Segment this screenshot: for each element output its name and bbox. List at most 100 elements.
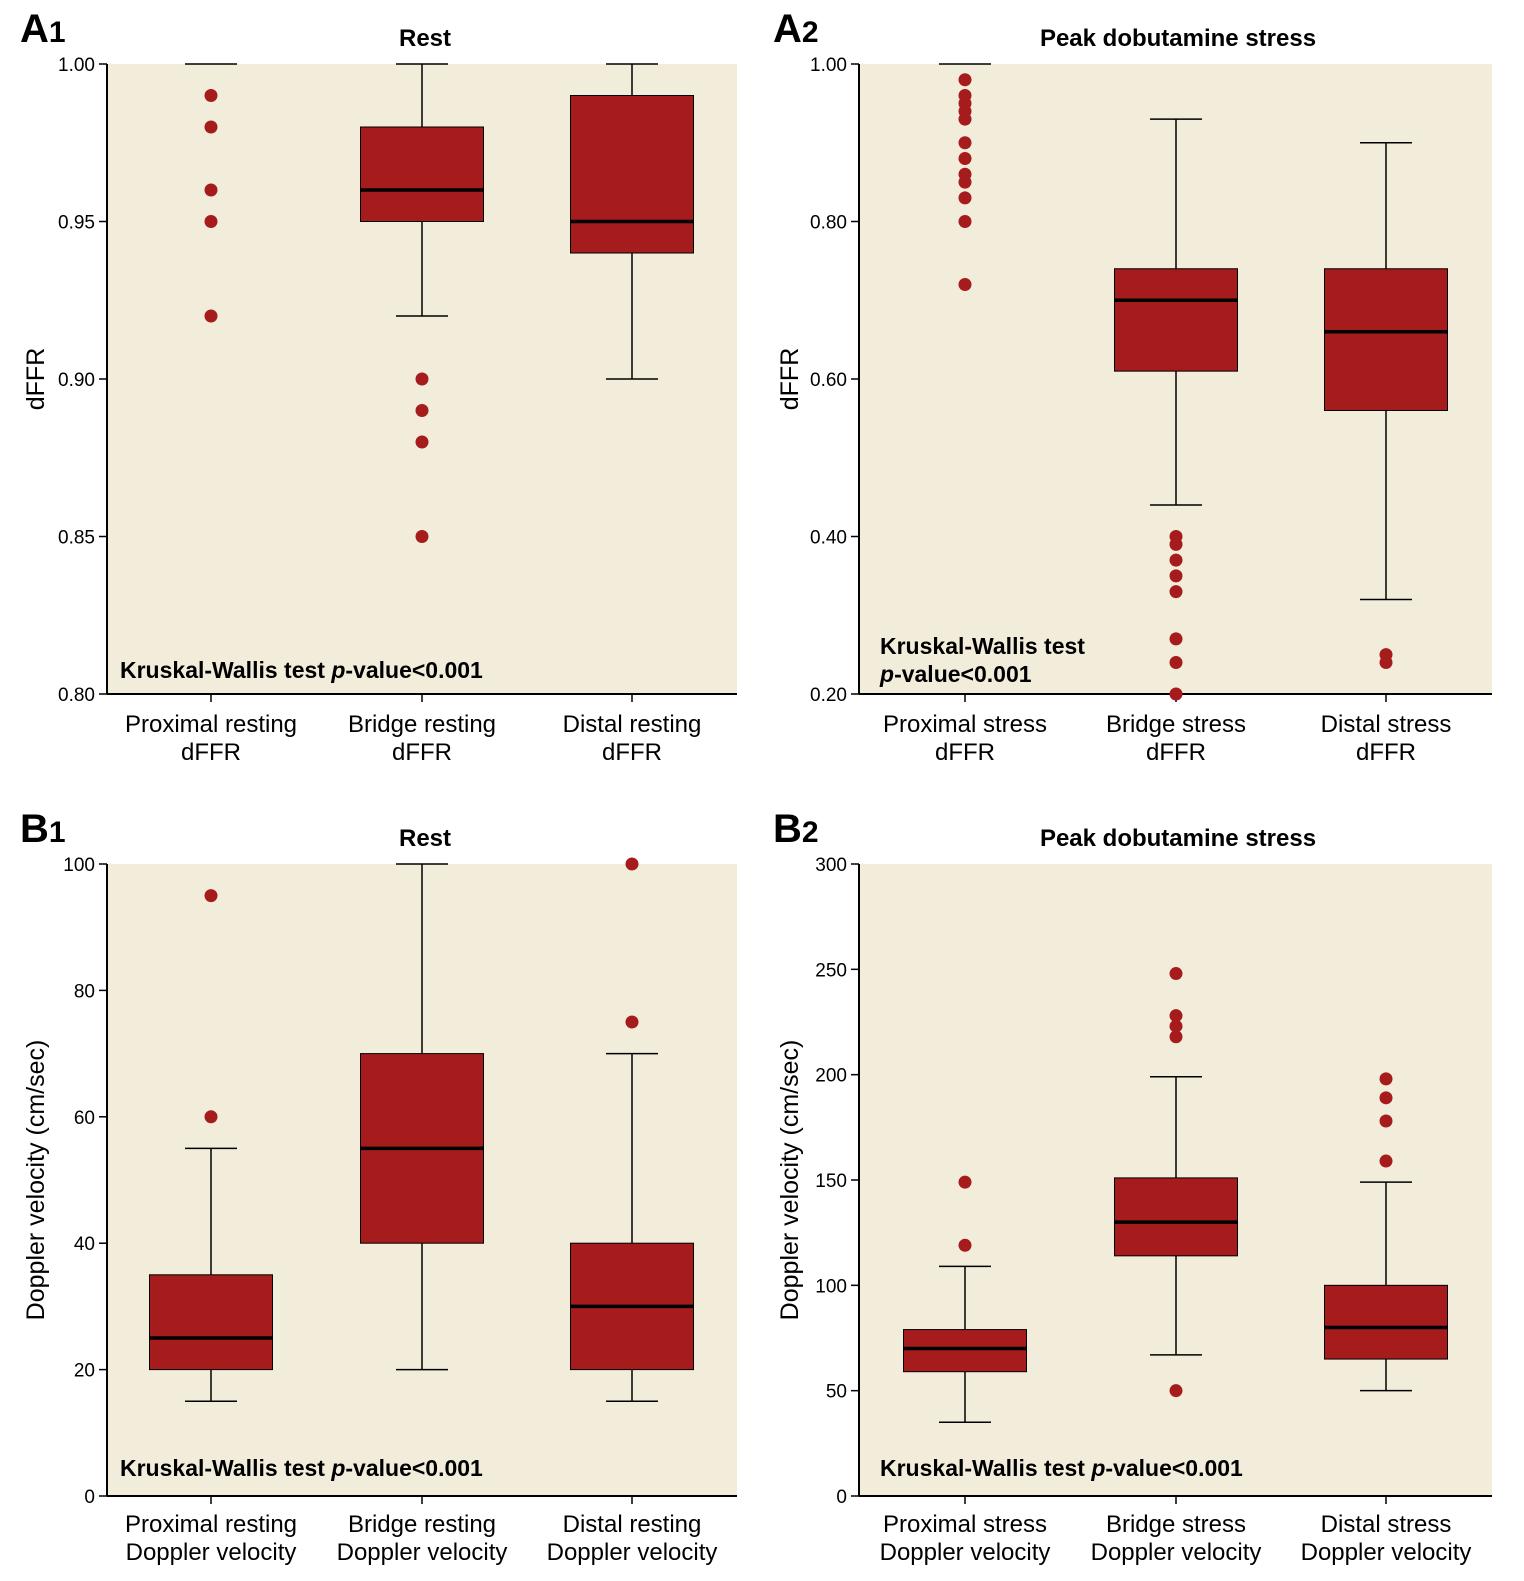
y-tick-label: 40 [74,1234,95,1255]
y-tick-label: 0 [836,1487,847,1508]
y-tick-label: 80 [74,981,95,1002]
y-tick-label: 1.00 [810,55,847,76]
outlier-point [1169,1019,1183,1033]
outlier-point [958,152,972,165]
outlier-point [415,435,429,449]
panel-label: B2 [773,807,819,851]
y-tick-label: 1.00 [58,55,95,76]
outlier-point [1169,656,1183,669]
y-tick-label: 200 [815,1066,847,1087]
outlier-point [1169,537,1183,551]
y-tick-label: 20 [74,1361,95,1382]
x-tick-label: Distal stress [1321,711,1452,738]
panel-label: A1 [20,7,66,51]
box [1114,1177,1238,1257]
box [360,126,484,222]
outlier-point [204,309,218,323]
box [903,1329,1027,1373]
panel-label: A2 [773,7,819,51]
outlier-point [625,1015,639,1029]
outlier-point [204,1110,218,1124]
box-group [1324,142,1448,669]
panel-label: B1 [20,807,66,851]
x-tick-label: Distal resting [563,711,702,738]
box-group [1114,967,1238,1398]
chart-title: Peak dobutamine stress [1040,25,1316,52]
outlier-point [204,89,218,102]
x-tick-label: dFFR [1356,739,1416,766]
box [570,95,694,254]
outlier-point [204,889,218,903]
y-tick-label: 0.85 [58,528,95,549]
outlier-point [1379,1072,1393,1086]
outlier-point [958,73,972,87]
x-tick-label: Bridge stress [1106,1511,1246,1538]
outlier-point [415,530,429,543]
x-tick-label: Doppler velocity [547,1539,718,1566]
x-tick-label: Proximal stress [883,711,1047,738]
y-tick-label: 300 [815,855,847,876]
box-group [939,63,991,291]
box-group [149,889,273,1402]
outlier-point [1169,687,1183,701]
outlier-point [204,120,218,134]
y-tick-label: 0.80 [58,685,95,706]
x-tick-label: Doppler velocity [337,1539,508,1566]
outlier-point [1169,585,1183,599]
box-group [185,63,237,323]
outlier-point [204,183,218,197]
y-axis-label: Doppler velocity (cm/sec) [22,1040,50,1321]
outlier-point [415,404,429,417]
y-tick-label: 50 [826,1382,847,1403]
outlier-point [415,372,429,386]
x-tick-label: Proximal stress [883,1511,1047,1538]
y-tick-label: 0.40 [810,528,847,549]
outlier-point [204,215,218,228]
box-group [903,1175,1027,1424]
y-tick-label: 0.95 [58,213,95,234]
outlier-point [1169,1030,1183,1044]
chart-title: Rest [399,825,451,852]
box [1114,268,1238,372]
x-tick-label: Doppler velocity [126,1539,297,1566]
outlier-point [958,1175,972,1189]
box-group [1324,1072,1448,1392]
x-tick-label: Bridge resting [348,1511,496,1538]
kruskal-wallis-annotation: Kruskal-Wallis test p-value<0.001 [120,1455,483,1481]
y-tick-label: 100 [815,1276,847,1297]
kruskal-wallis-annotation: Kruskal-Wallis test [880,633,1085,659]
box [1324,268,1448,411]
outlier-point [1379,656,1393,669]
outlier-point [1169,553,1183,567]
x-tick-label: Doppler velocity [880,1539,1051,1566]
box-group [360,63,484,543]
chart-panel-b1: B1 Rest Doppler velocity (cm/sec) 0 20 40 60 80… [20,807,737,1566]
outlier-point [1379,1154,1393,1168]
outlier-point [1169,967,1183,981]
x-tick-label: Bridge resting [348,711,496,738]
kruskal-wallis-annotation: p-value<0.001 [879,661,1032,687]
x-tick-label: Doppler velocity [1091,1539,1262,1566]
x-tick-label: Proximal resting [125,1511,297,1538]
chart-panel-a2: A2 Peak dobutamine stress dFFR 0.20 0.40 0.60… [773,7,1492,766]
chart-panel-a1: A1 Rest dFFR 0.80 0.85 0.90 0.95 1.00 Proximal r… [20,7,737,766]
x-tick-label: dFFR [935,739,995,766]
outlier-point [1169,1009,1183,1023]
x-tick-label: Doppler velocity [1301,1539,1472,1566]
outlier-point [958,215,972,228]
outlier-point [1169,1384,1183,1398]
x-tick-label: dFFR [1146,739,1206,766]
outlier-point [625,857,639,871]
y-tick-label: 0.20 [810,685,847,706]
y-tick-label: 0.80 [810,213,847,234]
y-axis-label: dFFR [776,348,804,411]
outlier-point [958,191,972,205]
box [1324,1284,1448,1360]
outlier-point [1169,632,1183,646]
y-tick-label: 0.90 [58,370,95,391]
x-tick-label: Distal resting [563,1511,702,1538]
chart-title: Peak dobutamine stress [1040,825,1316,852]
y-tick-label: 0 [84,1487,95,1508]
x-tick-label: dFFR [181,739,241,766]
